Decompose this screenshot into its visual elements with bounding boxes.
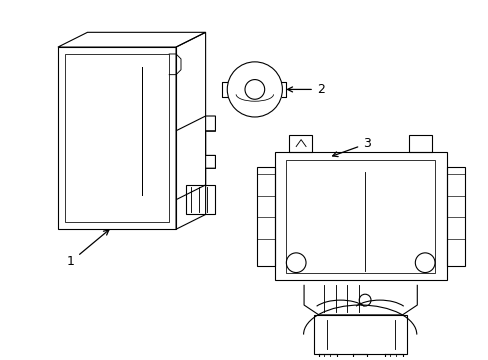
Text: 3: 3 [332, 137, 370, 157]
Text: 2: 2 [287, 83, 324, 96]
Text: 1: 1 [67, 230, 109, 268]
Bar [274, 152, 446, 280]
Bar [286, 160, 434, 273]
